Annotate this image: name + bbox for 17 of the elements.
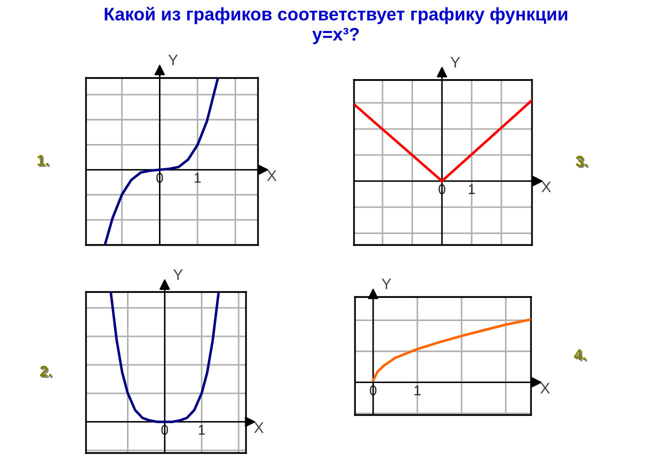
y-axis-title: Y: [382, 278, 392, 290]
text: Какой из графиков соответствует графику функции y=x³?: [104, 6, 568, 44]
text: 4.: [574, 349, 587, 362]
text: 2.: [40, 366, 53, 378]
x-axis-title: X: [267, 170, 277, 181]
x-axis-title: X: [541, 182, 552, 192]
x-tick-label: 1: [194, 173, 201, 183]
x-axis-title: X: [540, 382, 550, 394]
y-axis-title: Y: [168, 54, 178, 66]
text: 1.: [38, 154, 50, 167]
x-tick-label: 1: [198, 425, 205, 435]
x-axis-title: X: [254, 422, 264, 433]
y-axis-title: Y: [450, 56, 460, 68]
text: 3.: [576, 156, 589, 168]
x-tick-label: 1: [468, 184, 475, 194]
y-axis-title: Y: [173, 269, 183, 280]
x-tick-label: 1: [414, 386, 421, 396]
